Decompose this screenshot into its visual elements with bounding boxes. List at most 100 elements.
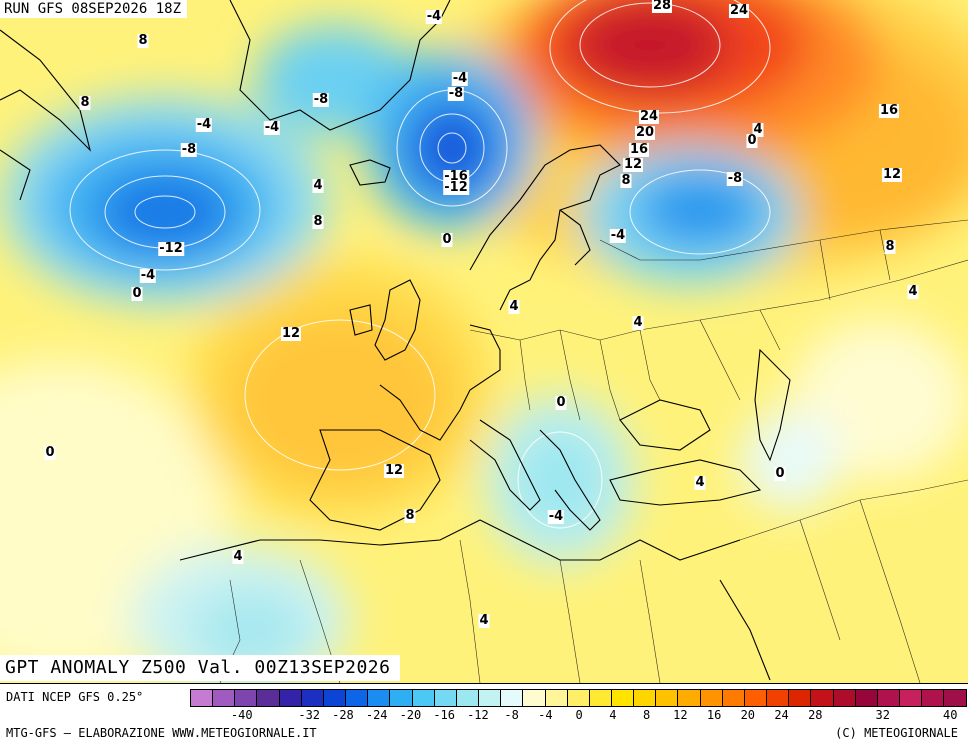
legend-tick-label: -20 bbox=[399, 708, 422, 722]
contour-label: 4 bbox=[907, 284, 919, 299]
legend-swatch bbox=[811, 690, 834, 706]
contour-label: 8 bbox=[137, 33, 149, 48]
contour-label: 24 bbox=[638, 109, 660, 124]
legend-swatch bbox=[944, 690, 967, 706]
legend-tick-label: 4 bbox=[609, 708, 617, 722]
contour-label: 0 bbox=[441, 232, 453, 247]
contour-label: -4 bbox=[195, 117, 213, 132]
contour-label: 8 bbox=[312, 214, 324, 229]
legend-swatch bbox=[922, 690, 945, 706]
contour-label: 4 bbox=[752, 122, 764, 137]
color-legend-bar bbox=[190, 689, 968, 707]
contour-label: 24 bbox=[728, 3, 750, 18]
contour-label: 4 bbox=[694, 475, 706, 490]
contour-label: -12 bbox=[158, 241, 184, 256]
legend-swatch bbox=[767, 690, 790, 706]
legend-tick-label: -32 bbox=[298, 708, 321, 722]
contour-label: 12 bbox=[622, 157, 644, 172]
data-source-label: DATI NCEP GFS 0.25° bbox=[6, 690, 144, 704]
contour-label: 4 bbox=[312, 178, 324, 193]
contour-label: -12 bbox=[443, 180, 469, 195]
legend-swatch bbox=[545, 690, 568, 706]
map-title: GPT ANOMALY Z500 Val. 00Z13SEP2026 bbox=[0, 655, 401, 681]
legend-swatch bbox=[456, 690, 480, 706]
legend-tick-label: 16 bbox=[706, 708, 722, 722]
contour-label: -8 bbox=[447, 86, 465, 101]
legend-swatch bbox=[611, 690, 635, 706]
contour-label: 8 bbox=[404, 508, 416, 523]
legend-swatch bbox=[279, 690, 302, 706]
legend-swatch bbox=[257, 690, 280, 706]
contour-label: 4 bbox=[508, 299, 520, 314]
legend-tick-label: -4 bbox=[538, 708, 553, 722]
legend-swatch bbox=[744, 690, 768, 706]
contour-label: 0 bbox=[44, 445, 56, 460]
contour-label: 0 bbox=[774, 466, 786, 481]
legend-swatch bbox=[213, 690, 236, 706]
legend-swatch bbox=[523, 690, 546, 706]
legend-tick-label: -16 bbox=[433, 708, 456, 722]
legend-tick-label: 20 bbox=[740, 708, 756, 722]
contour-label: -4 bbox=[263, 120, 281, 135]
contour-label: -4 bbox=[547, 509, 565, 524]
contour-label: 4 bbox=[478, 613, 490, 628]
legend-swatch bbox=[700, 690, 723, 706]
contour-label: -4 bbox=[451, 71, 469, 86]
map-footer: DATI NCEP GFS 0.25° -40 -32 -28 -24 -20 -16 -1… bbox=[0, 683, 968, 746]
contour-label: -4 bbox=[139, 268, 157, 283]
color-legend-ticks: -40 -32 -28 -24 -20 -16 -12 -8 -4 0 4 8 12 16 20 24 28 32… bbox=[190, 708, 966, 724]
legend-swatch bbox=[191, 690, 214, 706]
contour-label: 4 bbox=[232, 549, 244, 564]
legend-tick-label: -12 bbox=[467, 708, 489, 722]
legend-tick-label: 12 bbox=[673, 708, 688, 722]
legend-tick-label: -28 bbox=[332, 708, 354, 722]
legend-swatch bbox=[877, 690, 900, 706]
legend-swatch bbox=[412, 690, 435, 706]
legend-tick-label: -40 bbox=[230, 708, 253, 722]
contour-label: 8 bbox=[620, 173, 632, 188]
legend-swatch bbox=[589, 690, 612, 706]
contour-label: 28 bbox=[651, 0, 673, 13]
run-title: RUN GFS 08SEP2026 18Z bbox=[0, 0, 188, 18]
anomaly-map: -4 -4 8 -8 8 -4 -4 -8 -16 -12 -8 -12 -4 … bbox=[0, 0, 968, 683]
legend-tick-label: -24 bbox=[365, 708, 388, 722]
legend-swatch bbox=[656, 690, 679, 706]
legend-tick-label: 0 bbox=[575, 708, 583, 722]
contour-label: -8 bbox=[312, 92, 330, 107]
legend-swatch bbox=[434, 690, 457, 706]
contour-label: 16 bbox=[878, 103, 900, 118]
legend-swatch bbox=[501, 690, 524, 706]
contour-label: 12 bbox=[383, 463, 405, 478]
anomaly-field bbox=[0, 0, 968, 683]
legend-swatch bbox=[346, 690, 369, 706]
legend-swatch bbox=[678, 690, 701, 706]
legend-swatch bbox=[722, 690, 745, 706]
contour-label: 0 bbox=[555, 395, 567, 410]
contour-label: 0 bbox=[746, 133, 758, 148]
contour-label: 16 bbox=[628, 142, 650, 157]
legend-swatch bbox=[323, 690, 347, 706]
contour-label: 12 bbox=[881, 167, 903, 182]
contour-label: 4 bbox=[632, 315, 644, 330]
credit-right: (C) METEOGIORNALE bbox=[835, 726, 958, 740]
legend-swatch bbox=[900, 690, 923, 706]
contour-label: -16 bbox=[443, 169, 469, 184]
contour-label: 20 bbox=[634, 125, 656, 140]
legend-swatch bbox=[235, 690, 258, 706]
legend-swatch bbox=[567, 690, 590, 706]
contour-label: -8 bbox=[180, 142, 198, 157]
legend-tick-label: 8 bbox=[642, 708, 651, 722]
contour-label: 0 bbox=[131, 286, 143, 301]
legend-tick-label: 40 bbox=[943, 708, 958, 722]
legend-swatch bbox=[479, 690, 502, 706]
legend-tick-label: 28 bbox=[808, 708, 823, 722]
legend-swatch bbox=[855, 690, 878, 706]
legend-swatch bbox=[368, 690, 391, 706]
legend-tick-label: 24 bbox=[774, 708, 789, 722]
legend-swatch bbox=[301, 690, 324, 706]
legend-swatch bbox=[789, 690, 812, 706]
legend-tick-label: 32 bbox=[875, 708, 891, 722]
contour-label: 12 bbox=[280, 326, 302, 341]
contour-label: -4 bbox=[609, 228, 627, 243]
contour-label: 8 bbox=[79, 95, 91, 110]
